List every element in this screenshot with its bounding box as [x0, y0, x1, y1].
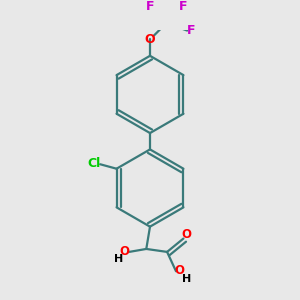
Text: H: H [114, 254, 123, 264]
Text: F: F [178, 0, 187, 13]
Text: Cl: Cl [88, 157, 101, 170]
Text: F: F [146, 0, 154, 13]
Text: O: O [182, 228, 191, 241]
Text: H: H [182, 274, 191, 284]
Text: O: O [120, 245, 130, 258]
Text: O: O [145, 33, 155, 46]
Text: F: F [187, 24, 195, 37]
Text: O: O [175, 264, 185, 277]
